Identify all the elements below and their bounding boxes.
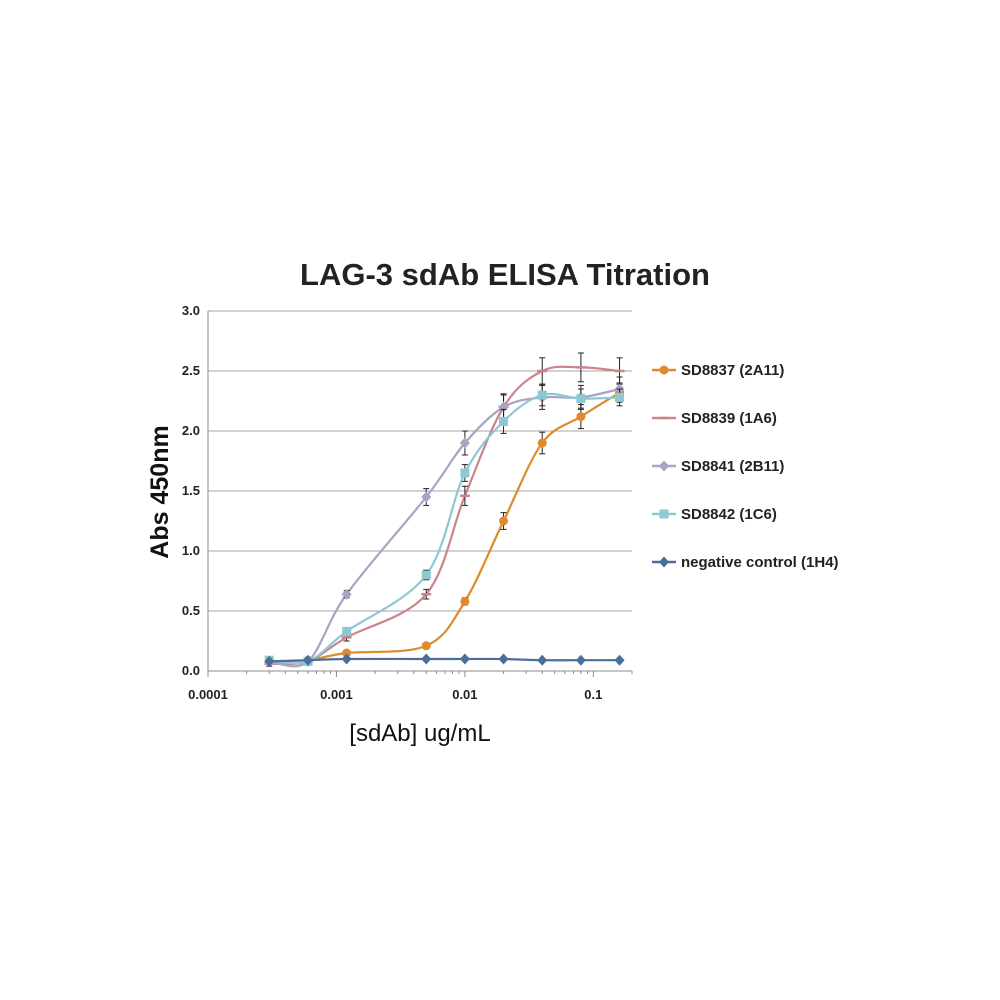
series-2 <box>264 376 625 668</box>
data-point <box>460 468 470 478</box>
data-point <box>537 438 547 448</box>
legend-label: negative control (1H4) <box>681 554 839 571</box>
y-tick-label: 2.0 <box>182 423 200 438</box>
legend-item: SD8842 (1C6) <box>652 506 777 523</box>
data-series <box>264 352 625 668</box>
data-point <box>459 653 470 665</box>
legend-label: SD8841 (2B11) <box>681 458 784 475</box>
y-tick-labels: 0.0 0.5 1.0 1.5 2.0 2.5 3.0 <box>182 303 200 678</box>
series-0 <box>264 382 625 666</box>
data-point <box>421 491 432 503</box>
legend-label: SD8839 (1A6) <box>681 410 777 427</box>
data-point <box>421 641 431 651</box>
legend-item: SD8841 (2B11) <box>652 458 784 475</box>
y-tick-label: 0.0 <box>182 663 200 678</box>
series-line <box>269 387 620 668</box>
data-point <box>341 588 352 600</box>
data-point <box>421 653 432 665</box>
y-tick-label: 1.0 <box>182 543 200 558</box>
x-tick-label: 0.0001 <box>188 687 228 702</box>
legend-item: SD8837 (2A11) <box>652 362 784 379</box>
series-line <box>269 365 620 666</box>
x-tick-labels: 0.0001 0.001 0.01 0.1 <box>188 687 602 702</box>
data-point <box>576 394 586 404</box>
series-4 <box>264 653 625 667</box>
series-line <box>269 657 620 663</box>
data-point <box>342 626 352 636</box>
data-point <box>302 654 313 666</box>
data-point <box>341 653 352 665</box>
series-1 <box>264 352 625 667</box>
data-point <box>615 392 625 402</box>
data-point <box>659 460 669 472</box>
series-line <box>269 392 620 665</box>
data-point <box>499 516 509 526</box>
data-point <box>498 653 509 665</box>
data-point <box>537 654 548 666</box>
data-point <box>659 365 669 375</box>
x-tick-label: 0.01 <box>452 687 477 702</box>
legend-label: SD8842 (1C6) <box>681 506 777 523</box>
axes <box>207 311 633 677</box>
data-point <box>459 437 470 449</box>
data-point <box>576 412 586 422</box>
legend-label: SD8837 (2A11) <box>681 362 784 379</box>
data-point <box>659 509 669 519</box>
grid-lines <box>208 310 632 612</box>
legend-item: SD8839 (1A6) <box>652 410 777 427</box>
y-tick-label: 2.5 <box>182 363 200 378</box>
y-axis-label: Abs 450nm <box>146 425 174 558</box>
chart-title: LAG-3 sdAb ELISA Titration <box>300 257 710 292</box>
x-axis-label: [sdAb] ug/mL <box>349 720 490 747</box>
series-3 <box>264 383 625 666</box>
y-tick-label: 1.5 <box>182 483 200 498</box>
data-point <box>537 390 547 400</box>
data-point <box>421 570 431 580</box>
data-point <box>264 655 275 667</box>
legend: SD8837 (2A11) SD8839 (1A6) SD8841 (2B11) SD… <box>652 362 839 571</box>
x-tick-label: 0.001 <box>320 687 353 702</box>
y-tick-label: 3.0 <box>182 303 200 318</box>
data-point <box>342 648 352 658</box>
y-tick-label: 0.5 <box>182 603 200 618</box>
series-line <box>269 391 621 663</box>
data-point <box>614 654 625 666</box>
data-point <box>659 556 669 568</box>
data-point <box>499 416 509 426</box>
x-tick-label: 0.1 <box>584 687 602 702</box>
legend-item: negative control (1H4) <box>652 554 839 571</box>
data-point <box>460 596 470 606</box>
data-point <box>575 654 586 666</box>
